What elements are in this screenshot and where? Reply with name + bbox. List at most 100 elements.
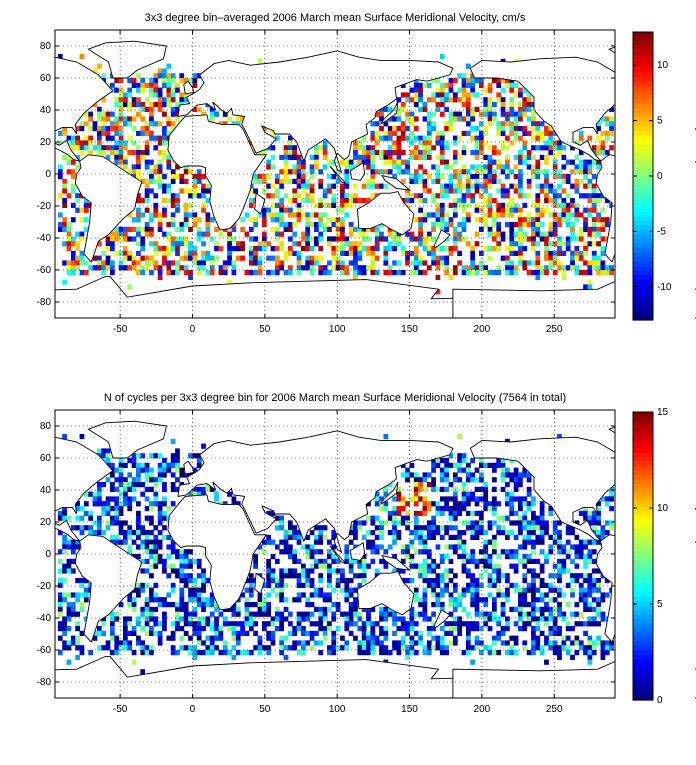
data-cell [435, 92, 441, 98]
data-cell [170, 174, 176, 180]
colorbar-step [633, 149, 653, 155]
data-cell [366, 150, 371, 156]
data-cell [166, 231, 172, 237]
data-cell [300, 544, 306, 550]
data-cell [370, 183, 376, 189]
data-cell [248, 226, 254, 232]
data-cell [131, 530, 137, 536]
data-cell [75, 207, 80, 213]
data-cell [179, 97, 185, 103]
data-cell [274, 212, 280, 218]
data-cell [205, 621, 211, 627]
data-cell [235, 501, 241, 507]
data-cell [279, 217, 285, 223]
data-cell [431, 198, 436, 204]
data-cell [609, 520, 614, 526]
data-cell [166, 92, 172, 98]
data-cell [144, 226, 150, 232]
data-cell [587, 260, 593, 266]
data-cell [92, 68, 98, 74]
data-cell [422, 534, 428, 540]
data-cell [136, 145, 141, 151]
data-cell [574, 169, 580, 175]
data-cell [314, 563, 319, 569]
data-cell [188, 246, 193, 252]
data-cell [474, 188, 480, 194]
data-cell [474, 477, 480, 483]
data-cell [531, 515, 536, 521]
data-cell [548, 573, 554, 579]
data-cell [591, 539, 597, 545]
data-cell [444, 568, 449, 574]
data-cell [548, 130, 554, 136]
data-cell [435, 202, 441, 208]
data-cell [348, 630, 354, 636]
data-cell [604, 121, 610, 127]
data-cell [153, 630, 159, 636]
data-cell [496, 241, 502, 247]
data-cell [149, 135, 154, 141]
data-cell [474, 126, 480, 132]
data-cell [457, 231, 463, 237]
data-cell [318, 231, 324, 237]
data-cell [587, 659, 593, 665]
data-cell [361, 198, 367, 204]
data-cell [227, 279, 232, 285]
data-cell [287, 525, 293, 531]
data-cell [253, 255, 258, 261]
data-cell [422, 587, 428, 593]
colorbar-step [633, 448, 653, 454]
data-cell [418, 241, 423, 247]
data-cell [131, 606, 137, 612]
data-cell [509, 510, 515, 516]
data-cell [88, 150, 94, 156]
data-cell [409, 198, 415, 204]
data-cell [600, 496, 606, 502]
data-cell [522, 472, 528, 478]
data-cell [274, 265, 280, 271]
data-cell [149, 530, 154, 536]
data-cell [209, 645, 215, 651]
data-cell [552, 212, 558, 218]
data-cell [127, 226, 133, 232]
data-cell [548, 241, 554, 247]
data-cell [531, 164, 536, 170]
data-cell [478, 626, 484, 632]
data-cell [518, 111, 523, 117]
data-cell [361, 231, 367, 237]
data-cell [452, 231, 458, 237]
data-cell [500, 102, 506, 108]
data-cell [465, 111, 471, 117]
data-cell [405, 135, 410, 141]
data-cell [179, 241, 185, 247]
data-cell [544, 602, 549, 608]
data-cell [70, 260, 76, 266]
data-cell [205, 635, 211, 641]
data-cell [214, 635, 219, 641]
data-cell [292, 554, 298, 560]
data-cell [192, 597, 198, 603]
data-cell [123, 496, 128, 502]
x-tick-label: 200 [474, 704, 491, 715]
data-cell [513, 549, 519, 555]
data-cell [322, 534, 328, 540]
data-cell [96, 265, 102, 271]
data-cell [140, 467, 146, 473]
data-cell [426, 116, 432, 122]
data-cell [149, 169, 154, 175]
data-cell [448, 116, 454, 122]
data-cell [357, 640, 363, 646]
data-cell [283, 207, 289, 213]
data-cell [496, 563, 502, 569]
data-cell [487, 645, 493, 651]
data-cell [309, 635, 315, 641]
data-cell [170, 193, 176, 199]
data-cell [149, 255, 154, 261]
data-cell [70, 544, 76, 550]
data-cell [500, 626, 506, 632]
data-cell [114, 250, 120, 256]
data-cell [557, 602, 562, 608]
data-cell [452, 525, 458, 531]
colorbar-step [633, 556, 653, 562]
data-cell [379, 520, 384, 526]
